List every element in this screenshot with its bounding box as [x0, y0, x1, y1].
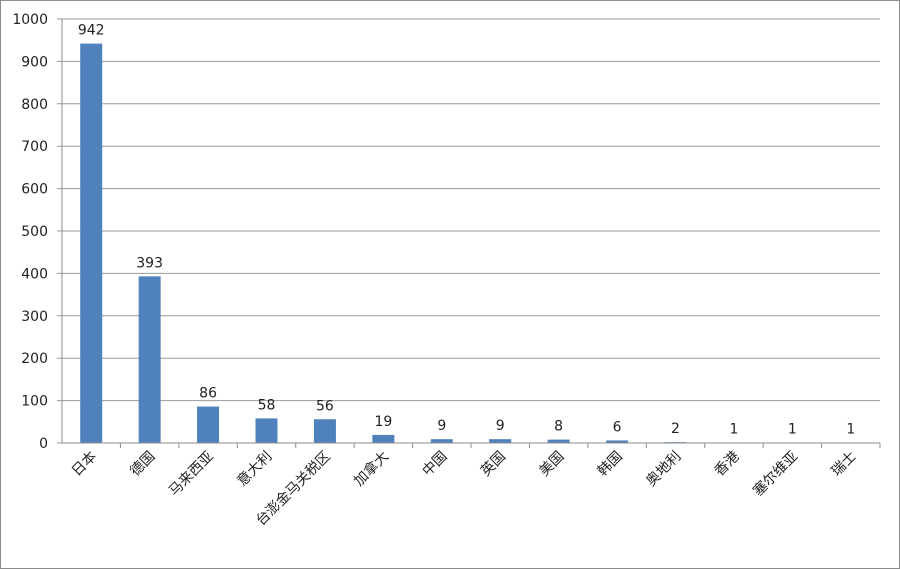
data-label: 2 — [671, 421, 680, 437]
bar — [372, 434, 395, 443]
bar — [313, 419, 336, 443]
y-tick-label: 600 — [21, 182, 48, 198]
y-tick-label: 700 — [21, 139, 48, 155]
y-tick-label: 500 — [21, 224, 48, 240]
data-label: 8 — [554, 419, 563, 435]
bar — [489, 439, 512, 443]
bar — [606, 440, 629, 443]
y-tick-label: 1000 — [12, 12, 48, 28]
y-tick-label: 0 — [39, 436, 48, 452]
data-label: 9 — [496, 418, 505, 434]
data-label: 9 — [437, 418, 446, 434]
data-label: 942 — [78, 23, 105, 39]
data-label: 1 — [846, 422, 855, 438]
data-label: 1 — [788, 422, 797, 438]
bar — [138, 276, 161, 443]
data-label: 58 — [258, 397, 276, 413]
bar — [255, 418, 278, 443]
bar — [547, 439, 570, 443]
bar — [80, 43, 103, 443]
data-label: 86 — [199, 386, 217, 402]
y-tick-label: 800 — [21, 97, 48, 113]
data-label: 1 — [729, 422, 738, 438]
data-label: 19 — [374, 414, 392, 430]
data-label: 6 — [613, 419, 622, 435]
bar — [430, 439, 453, 443]
bar — [197, 406, 220, 443]
y-tick-label: 200 — [21, 351, 48, 367]
data-label: 393 — [136, 255, 163, 271]
y-tick-label: 400 — [21, 266, 48, 282]
y-tick-label: 900 — [21, 54, 48, 70]
y-tick-label: 100 — [21, 394, 48, 410]
y-tick-label: 300 — [21, 309, 48, 325]
data-label: 56 — [316, 398, 334, 414]
